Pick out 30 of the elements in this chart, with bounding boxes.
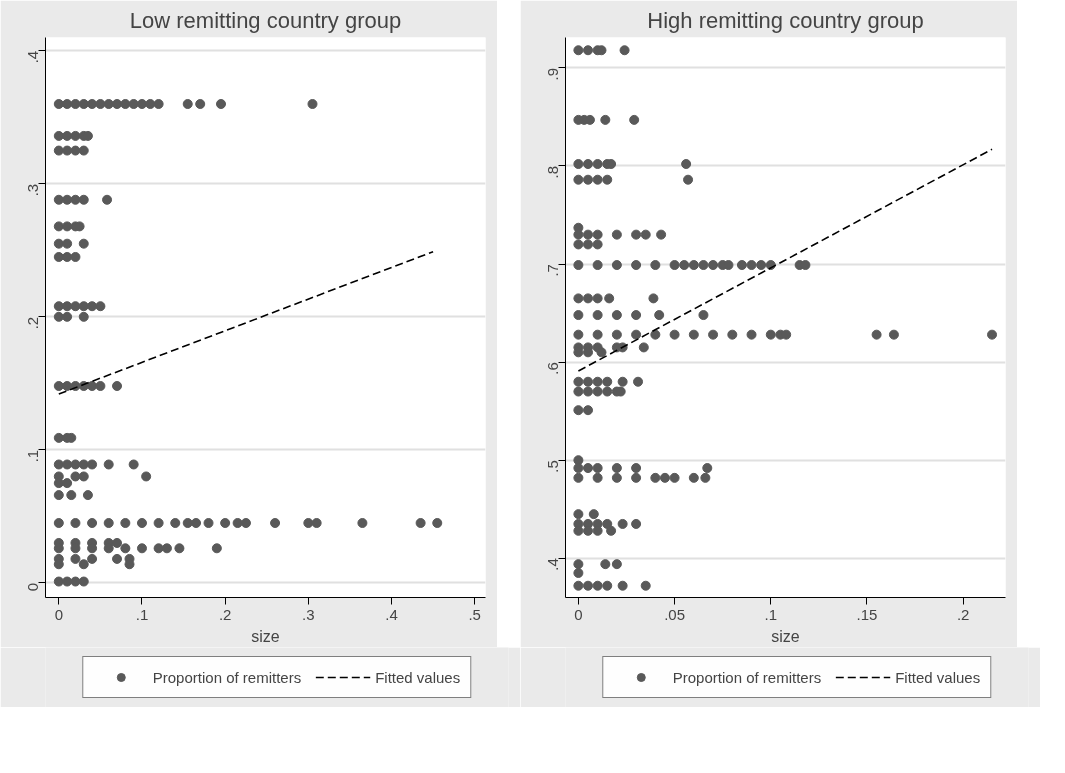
x-tick-label: .1 [764, 605, 778, 623]
x-tick-label: .3 [302, 605, 315, 623]
y-tick-label: .8 [544, 165, 562, 179]
legend-label: Fitted values [375, 668, 461, 686]
y-tick-label: .4 [544, 558, 562, 571]
y-tick-label: .9 [544, 67, 562, 81]
x-tick-label: 0 [574, 605, 583, 623]
y-tick-label: .5 [544, 460, 562, 473]
y-tick-label: .1 [24, 449, 42, 463]
y-tick-label: .6 [544, 362, 562, 375]
chart-title: High remitting country group [647, 7, 924, 33]
x-tick-label: .2 [956, 605, 970, 623]
legend-label: Proportion of remitters [152, 668, 302, 686]
y-tick-label: .7 [544, 264, 562, 277]
x-tick-label: .2 [218, 605, 232, 623]
chart-title: Low remitting country group [129, 7, 402, 33]
x-tick-label: 0 [54, 605, 63, 623]
x-tick-label: .05 [664, 605, 686, 623]
y-tick-label: .4 [24, 50, 42, 64]
y-tick-label: .3 [24, 183, 42, 197]
y-tick-label: .2 [24, 316, 42, 330]
x-tick-label: .15 [856, 605, 878, 623]
y-tick-label: 0 [24, 582, 42, 592]
x-axis-title: size [251, 627, 280, 645]
x-tick-label: .1 [135, 605, 149, 623]
x-tick-label: .5 [468, 605, 481, 623]
legend-label: Fitted values [895, 668, 981, 686]
legend-label: Proportion of remitters [672, 668, 822, 686]
x-axis-title: size [771, 627, 800, 645]
x-tick-label: .4 [385, 605, 398, 623]
